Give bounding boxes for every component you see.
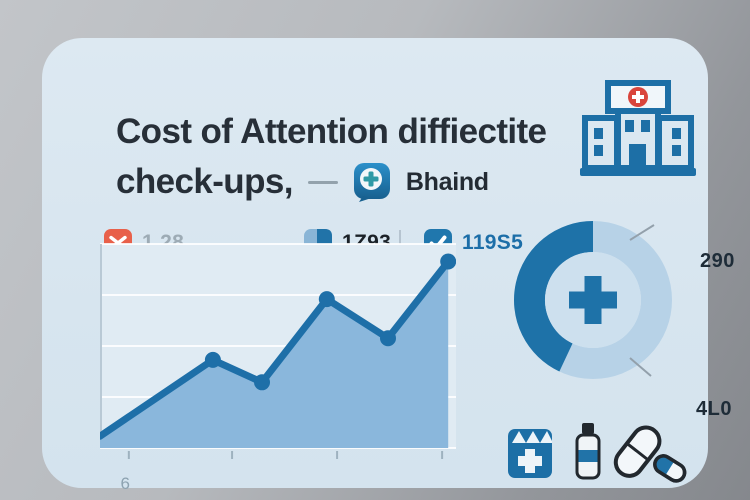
x-tick-label: 57.00 (439, 498, 529, 500)
medical-chat-bubble-icon (353, 163, 390, 202)
page-title-line1: Cost of Attention diffiectite (116, 112, 547, 151)
page-title-line2-row: check-ups, Bhaind (116, 158, 489, 206)
x-tick-label: 3.4.00 (334, 498, 424, 500)
first-aid-kit-icon (508, 429, 552, 478)
x-tick-label: 27.50 (126, 498, 216, 500)
y-tick-label: 6 (120, 474, 130, 493)
donut-annotation-top: 290 (700, 250, 735, 272)
pills-icon (613, 425, 687, 483)
data-point-marker (318, 291, 335, 308)
brand-name: Bhaind (405, 167, 489, 196)
data-line (100, 258, 452, 440)
data-point-marker (254, 374, 270, 391)
donut-annotation-bottom: 4L0 (696, 398, 732, 420)
donut-filled-segment (514, 221, 594, 372)
hospital-building-icon (580, 80, 696, 176)
area-fill (100, 261, 449, 448)
page-title-line2: check-ups, (116, 162, 293, 201)
x-tick-label: 11:60 (229, 498, 319, 500)
data-point-marker (440, 253, 456, 270)
data-point-marker (204, 351, 221, 368)
donut-chart-svg (514, 221, 672, 379)
data-point-marker (380, 330, 396, 347)
leader-line-bottom (629, 357, 652, 377)
title-dash (307, 180, 338, 184)
card: Cost of Attention diffiectite check-ups,… (42, 38, 734, 500)
medical-cross-icon (584, 276, 602, 324)
medicine-bottle-icon (575, 423, 601, 480)
stat-value: 119S5 (462, 231, 524, 254)
area-chart-svg (100, 243, 456, 459)
leader-line-top (629, 224, 655, 241)
